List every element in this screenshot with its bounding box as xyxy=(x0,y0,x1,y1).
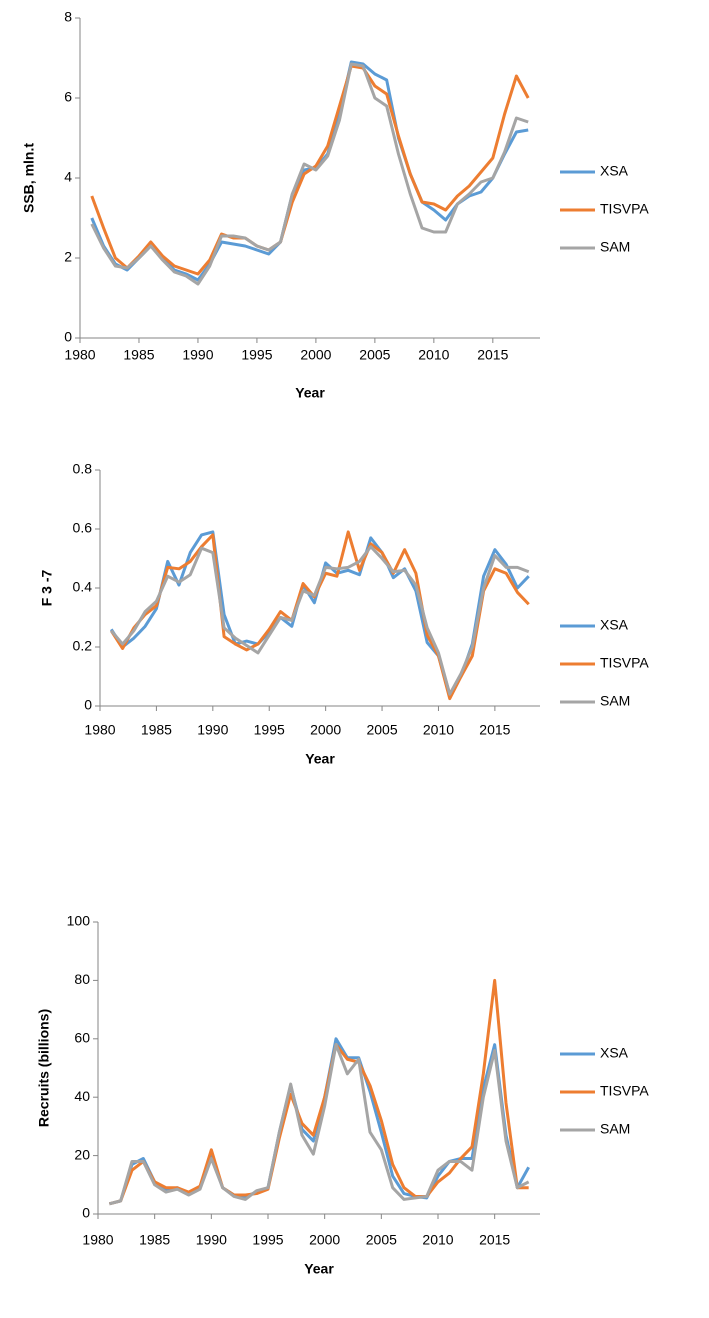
x-tick-label: 1990 xyxy=(197,722,228,738)
series-line xyxy=(108,1043,530,1206)
legend-label: SAM xyxy=(600,1121,630,1137)
y-tick-label: 2 xyxy=(64,249,72,265)
x-tick-label: 2015 xyxy=(479,722,510,738)
y-tick-label: 0 xyxy=(64,329,72,345)
x-tick-label: 2005 xyxy=(359,347,390,363)
series-line xyxy=(90,62,529,286)
y-tick-label: 0.2 xyxy=(73,638,93,654)
x-tick-label: 1995 xyxy=(254,722,285,738)
legend-label: TISVPA xyxy=(600,1083,649,1099)
x-tick-label: 1985 xyxy=(139,1232,170,1248)
y-tick-label: 0.8 xyxy=(73,461,93,477)
legend-label: TISVPA xyxy=(600,655,649,671)
x-tick-label: 2015 xyxy=(479,1232,510,1248)
x-tick-label: 1990 xyxy=(182,347,213,363)
x-tick-label: 2000 xyxy=(300,347,331,363)
legend-label: XSA xyxy=(600,163,629,179)
y-tick-label: 40 xyxy=(74,1088,90,1104)
legend-label: XSA xyxy=(600,1045,629,1061)
y-tick-label: 0 xyxy=(82,1205,90,1221)
series-line xyxy=(110,530,530,701)
x-tick-label: 2000 xyxy=(310,722,341,738)
x-tick-label: 1985 xyxy=(141,722,172,738)
x-tick-label: 2010 xyxy=(423,722,454,738)
x-tick-label: 1980 xyxy=(84,722,115,738)
y-axis-title: F 3 -7 xyxy=(39,570,55,607)
x-axis-title: Year xyxy=(305,751,335,767)
series-line xyxy=(90,64,530,276)
y-tick-label: 6 xyxy=(64,89,72,105)
y-axis-title: SSB, mln.t xyxy=(21,143,37,213)
legend-label: TISVPA xyxy=(600,201,649,217)
y-tick-label: 80 xyxy=(74,971,90,987)
legend-label: XSA xyxy=(600,617,629,633)
y-tick-label: 100 xyxy=(67,913,91,929)
x-tick-label: 2015 xyxy=(477,347,508,363)
x-tick-label: 1995 xyxy=(252,1232,283,1248)
y-tick-label: 8 xyxy=(64,9,72,25)
x-tick-label: 1980 xyxy=(64,347,95,363)
x-tick-label: 1980 xyxy=(82,1232,113,1248)
x-tick-label: 1995 xyxy=(241,347,272,363)
x-axis-title: Year xyxy=(304,1261,334,1277)
y-tick-label: 0.4 xyxy=(73,579,93,595)
y-tick-label: 0 xyxy=(84,697,92,713)
y-axis-title: Recruits (billions) xyxy=(36,1009,52,1127)
series-line xyxy=(110,545,530,696)
x-axis-title: Year xyxy=(295,385,325,401)
x-tick-label: 1990 xyxy=(196,1232,227,1248)
x-tick-label: 2005 xyxy=(366,722,397,738)
series-line xyxy=(108,978,529,1206)
x-tick-label: 2010 xyxy=(422,1232,453,1248)
y-tick-label: 4 xyxy=(64,169,72,185)
x-tick-label: 1985 xyxy=(123,347,154,363)
y-tick-label: 60 xyxy=(74,1030,90,1046)
x-tick-label: 2000 xyxy=(309,1232,340,1248)
y-tick-label: 20 xyxy=(74,1146,90,1162)
x-tick-label: 2010 xyxy=(418,347,449,363)
x-tick-label: 2005 xyxy=(366,1232,397,1248)
y-tick-label: 0.6 xyxy=(73,520,93,536)
legend-label: SAM xyxy=(600,239,630,255)
legend-label: SAM xyxy=(600,693,630,709)
